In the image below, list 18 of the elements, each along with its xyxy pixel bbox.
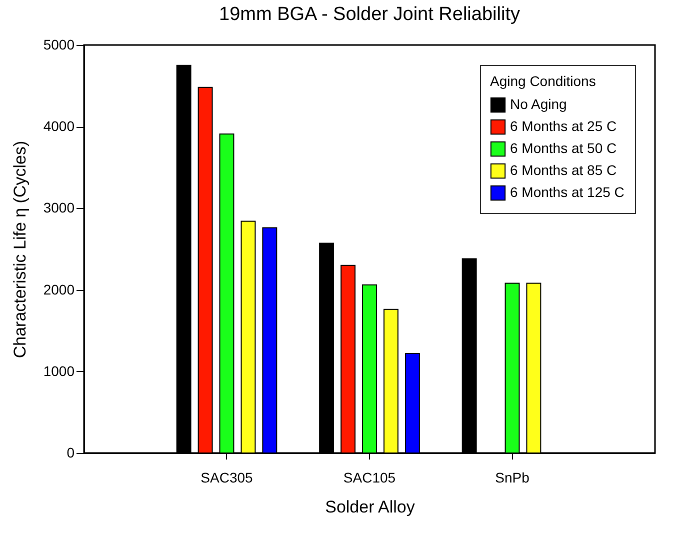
y-tick-label: 3000: [43, 200, 75, 216]
x-tick-label: SAC105: [343, 470, 396, 486]
legend-label: No Aging: [510, 96, 567, 112]
y-tick-label: 5000: [43, 36, 75, 52]
y-tick-label: 1000: [43, 362, 75, 379]
x-axis-title: Solder Alloy: [325, 498, 416, 516]
chart-title: 19mm BGA - Solder Joint Reliability: [219, 4, 520, 25]
legend-label: 6 Months at 25 C: [510, 118, 617, 134]
x-tick-label: SnPb: [495, 470, 530, 486]
y-axis-title: Characteristic Life η (Cycles): [10, 140, 30, 358]
x-tick-label: SAC305: [200, 470, 254, 486]
y-tick-label: 0: [66, 444, 75, 460]
y-tick-label: 4000: [43, 118, 75, 134]
legend-title: Aging Conditions: [490, 73, 596, 89]
legend-label: 6 Months at 125 C: [510, 184, 624, 200]
legend-label: 6 Months at 50 C: [510, 140, 617, 156]
legend-label: 6 Months at 85 C: [510, 162, 617, 178]
y-tick-label: 2000: [43, 281, 75, 298]
